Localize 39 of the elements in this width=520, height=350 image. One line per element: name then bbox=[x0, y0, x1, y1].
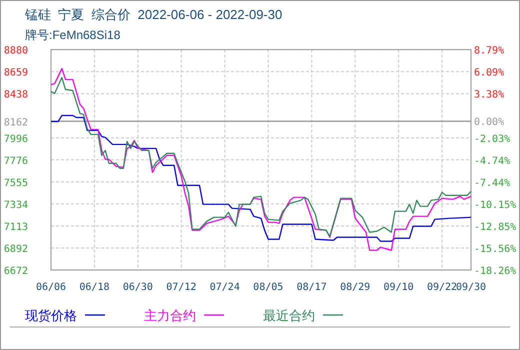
y-tick-label: 7334 bbox=[4, 200, 28, 211]
y2-tick-label: 6.09% bbox=[474, 68, 504, 79]
x-tick-label: 07/24 bbox=[210, 282, 240, 293]
x-tick-label: 08/05 bbox=[253, 282, 284, 293]
y-tick-label: 8880 bbox=[4, 46, 28, 57]
y-tick-label: 7776 bbox=[4, 156, 28, 167]
x-tick-label: 07/12 bbox=[166, 282, 196, 293]
x-tick-label: 06/18 bbox=[79, 282, 110, 293]
y-tick-label: 7555 bbox=[4, 178, 28, 189]
y2-tick-label: 0.00% bbox=[474, 117, 504, 128]
y2-tick-label: -10.15% bbox=[474, 200, 516, 211]
legend-label: 主力合约 bbox=[144, 308, 196, 323]
y2-tick-label: -18.26% bbox=[474, 266, 516, 277]
y2-tick-label: -7.44% bbox=[474, 178, 510, 189]
x-tick-label: 09/10 bbox=[384, 282, 414, 293]
chart-subtitle: 牌号:FeMn68Si18 bbox=[25, 28, 121, 42]
x-tick-label: 08/17 bbox=[296, 282, 327, 293]
y2-tick-label: 8.79% bbox=[474, 46, 504, 57]
x-tick-label: 09/22 bbox=[426, 282, 458, 293]
y2-tick-label: -15.56% bbox=[474, 244, 516, 255]
legend-label: 现货价格 bbox=[25, 308, 77, 323]
y2-tick-label: -12.85% bbox=[474, 222, 516, 233]
x-tick-label: 06/06 bbox=[36, 282, 66, 293]
chart-title: 锰硅 宁夏 综合价 2022-06-06 - 2022-09-30 bbox=[24, 7, 282, 22]
y2-tick-label: -4.74% bbox=[474, 156, 510, 167]
y-tick-label: 8162 bbox=[4, 117, 28, 128]
y2-tick-label: -2.03% bbox=[474, 134, 510, 145]
line-series bbox=[50, 114, 472, 242]
y-tick-label: 7113 bbox=[4, 222, 28, 233]
y-tick-label: 6672 bbox=[4, 266, 28, 277]
x-tick-label: 06/30 bbox=[122, 282, 153, 293]
y-tick-label: 8438 bbox=[4, 90, 28, 101]
legend-label: 最近合约 bbox=[263, 308, 315, 323]
x-tick-label: 09/30 bbox=[456, 282, 486, 293]
y-tick-label: 7996 bbox=[4, 134, 28, 145]
y2-tick-label: 3.38% bbox=[474, 90, 504, 101]
y-tick-label: 8659 bbox=[4, 68, 28, 79]
y-tick-label: 6892 bbox=[4, 244, 28, 256]
x-tick-label: 08/29 bbox=[340, 282, 370, 293]
